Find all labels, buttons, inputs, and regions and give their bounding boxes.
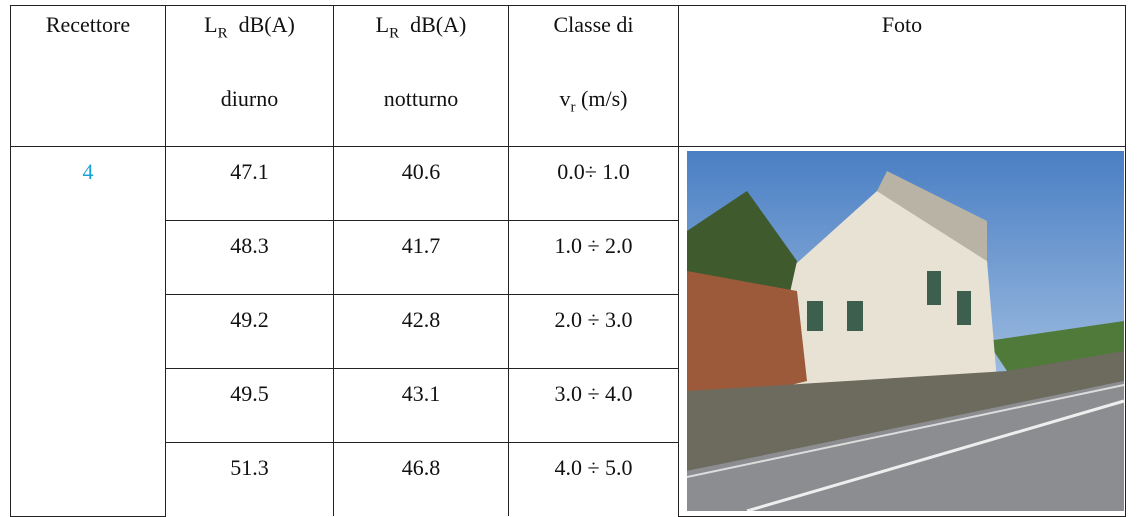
subscript: r bbox=[570, 99, 576, 116]
receptor-cell: 4 bbox=[10, 146, 166, 517]
header-text: LR dB(A) bbox=[334, 12, 508, 86]
value-cell: 3.0 ÷ 4.0 bbox=[508, 368, 679, 443]
value-cell: 46.8 bbox=[333, 442, 509, 516]
photo-cell bbox=[678, 146, 1126, 517]
header-text: Classe di bbox=[553, 12, 634, 37]
table-body: 4 47.1 40.6 0.0÷ 1.0 48.3 41.7 1.0 ÷ 2.0 49.2 4… bbox=[10, 146, 1126, 517]
value-cell: 40.6 bbox=[333, 146, 509, 221]
header-text: Recettore bbox=[45, 12, 131, 37]
data-row: 49.2 42.8 2.0 ÷ 3.0 bbox=[11, 294, 1126, 369]
symbol: L bbox=[204, 12, 218, 37]
header-cell: Foto bbox=[678, 5, 1126, 147]
data-table: Recettore LR dB(A) diurno LR dB(A) notturn… bbox=[10, 5, 1126, 517]
value-cell: 49.5 bbox=[165, 368, 334, 443]
value-cell: 48.3 bbox=[165, 220, 334, 295]
header-text: notturno bbox=[383, 86, 459, 111]
data-row: 4 47.1 40.6 0.0÷ 1.0 bbox=[10, 146, 1126, 517]
header-cell: LR dB(A) diurno bbox=[165, 5, 334, 147]
value-cell: 1.0 ÷ 2.0 bbox=[508, 220, 679, 295]
header-text: diurno bbox=[220, 86, 279, 111]
data-row: 51.3 46.8 4.0 ÷ 5.0 bbox=[11, 442, 1126, 516]
unit: dB(A) bbox=[238, 12, 295, 37]
header-text: Foto bbox=[881, 12, 923, 37]
header-text: vr (m/s) bbox=[509, 86, 678, 116]
value-cell: 43.1 bbox=[333, 368, 509, 443]
value-cell: 41.7 bbox=[333, 220, 509, 295]
subscript: R bbox=[217, 25, 228, 42]
value-cell: 4.0 ÷ 5.0 bbox=[508, 442, 679, 516]
header-row: Recettore LR dB(A) diurno LR dB(A) notturn… bbox=[10, 5, 1126, 147]
data-row: 49.5 43.1 3.0 ÷ 4.0 bbox=[11, 368, 1126, 443]
value-cell: 49.2 bbox=[165, 294, 334, 369]
value-cell: 0.0÷ 1.0 bbox=[508, 146, 679, 221]
value-cell: 42.8 bbox=[333, 294, 509, 369]
header-text: LR dB(A) bbox=[166, 12, 333, 86]
photo bbox=[687, 151, 1124, 511]
header-cell: Recettore bbox=[10, 5, 166, 147]
header-cell: LR dB(A) notturno bbox=[333, 5, 509, 147]
symbol: v bbox=[559, 86, 571, 111]
value-cell: 47.1 bbox=[165, 146, 334, 221]
unit: dB(A) bbox=[410, 12, 467, 37]
symbol: L bbox=[375, 12, 390, 37]
value-cell: 51.3 bbox=[165, 442, 334, 516]
subscript: R bbox=[389, 25, 400, 42]
header-cell: Classe di vr (m/s) bbox=[508, 5, 679, 147]
value-cell: 2.0 ÷ 3.0 bbox=[508, 294, 679, 369]
unit: (m/s) bbox=[581, 86, 628, 111]
